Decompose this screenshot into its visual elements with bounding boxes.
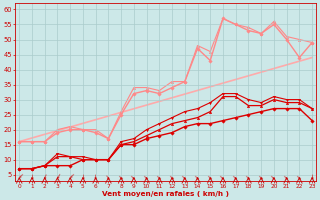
Text: ↓: ↓: [258, 173, 265, 181]
Text: ↓: ↓: [270, 173, 277, 181]
Text: ↓: ↓: [168, 173, 176, 181]
Text: ↓: ↓: [156, 173, 163, 181]
Text: ↓: ↓: [194, 173, 201, 181]
Text: ↓: ↓: [105, 174, 112, 181]
Text: ↓: ↓: [130, 173, 138, 181]
Text: ↓: ↓: [54, 174, 61, 181]
Text: ↓: ↓: [207, 173, 214, 181]
Text: ↓: ↓: [29, 175, 35, 180]
Text: ↓: ↓: [16, 173, 23, 181]
Text: ↓: ↓: [219, 173, 227, 181]
Text: ↓: ↓: [245, 173, 252, 181]
Text: ↓: ↓: [181, 173, 188, 181]
Text: ↓: ↓: [117, 173, 125, 181]
Text: ↓: ↓: [80, 175, 85, 180]
Text: ↓: ↓: [67, 173, 74, 181]
Text: ↓: ↓: [283, 173, 290, 181]
Text: ↓: ↓: [143, 173, 150, 181]
Text: ↓: ↓: [93, 175, 98, 180]
Text: ↓: ↓: [41, 174, 48, 180]
X-axis label: Vent moyen/en rafales ( km/h ): Vent moyen/en rafales ( km/h ): [102, 191, 229, 197]
Text: ↓: ↓: [296, 173, 303, 181]
Text: ↓: ↓: [309, 175, 315, 180]
Text: ↓: ↓: [232, 173, 239, 181]
